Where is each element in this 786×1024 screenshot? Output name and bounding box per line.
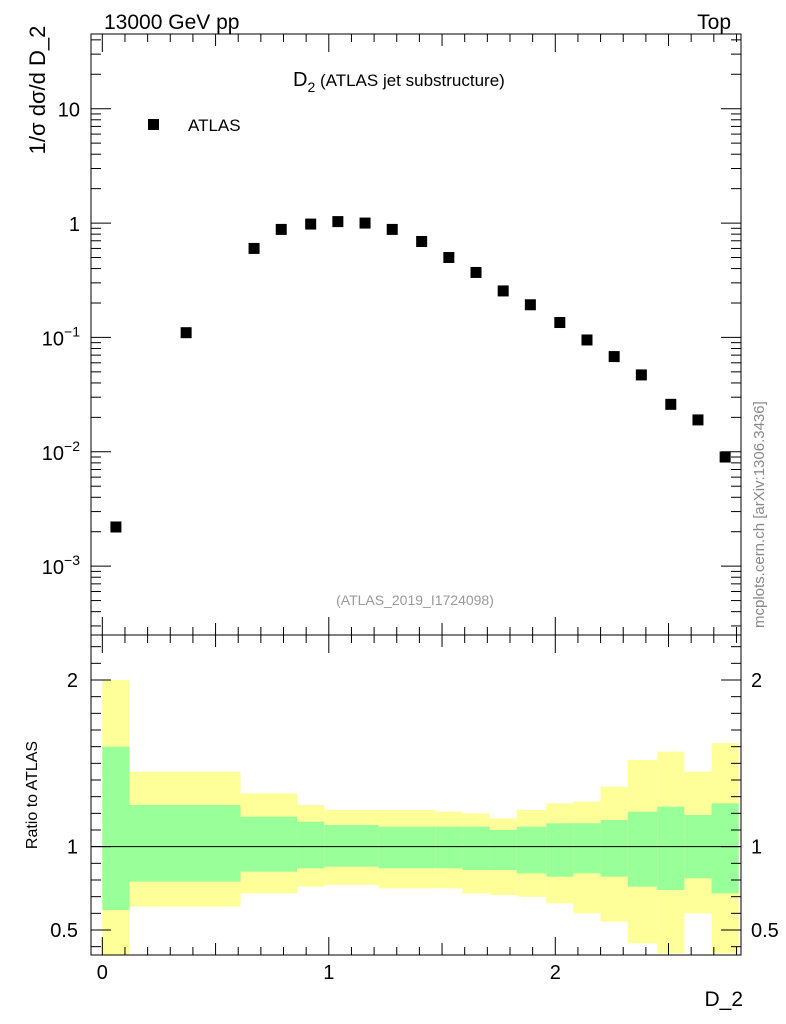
- data-point: [305, 218, 317, 230]
- ratio-inner-band: [516, 826, 547, 874]
- plot-title-suffix: (ATLAS jet substructure): [315, 71, 505, 90]
- data-point: [470, 266, 482, 278]
- ratio-bands: [102, 680, 739, 955]
- x-axis-label: D_2: [704, 988, 743, 1011]
- data-point: [359, 217, 371, 229]
- main-y-tick-label: 1: [69, 214, 80, 236]
- data-point: [180, 327, 192, 339]
- ratio-inner-band: [600, 820, 628, 877]
- main-y-axis-label-text: 1/σ dσ/d D_2: [25, 26, 50, 155]
- legend-marker: [148, 119, 159, 130]
- ratio-y-tick-label: 1: [67, 837, 78, 859]
- ratio-inner-band: [435, 826, 463, 869]
- mcplots-side-label: mcplots.cern.ch [arXiv:1306.3436]: [751, 401, 768, 628]
- data-point: [497, 285, 509, 297]
- ratio-inner-band: [378, 826, 436, 869]
- ratio-y-tick-label: 2: [67, 670, 78, 692]
- main-y-tick-labels: 10−3 10−2 10−1 1 10: [42, 100, 80, 579]
- main-y-tick-label: 10−1: [42, 323, 80, 350]
- ratio-y-tick-label: 0.5: [50, 920, 78, 942]
- ratio-y-tick-label-right: 2: [751, 670, 762, 692]
- data-point: [635, 369, 647, 381]
- data-point: [524, 299, 536, 311]
- legend: ATLAS: [148, 116, 241, 135]
- main-axis-ticks: [91, 34, 741, 635]
- ratio-inner-band: [546, 823, 574, 877]
- data-point: [275, 223, 287, 235]
- ratio-inner-band: [489, 830, 517, 870]
- x-tick-label: 1: [323, 962, 334, 984]
- main-y-tick-label: 10: [58, 100, 80, 122]
- data-point: [110, 521, 122, 533]
- data-point: [692, 414, 704, 426]
- legend-label: ATLAS: [188, 116, 241, 135]
- ratio-y-tick-label-right: 1: [751, 837, 762, 859]
- ratio-inner-band: [129, 805, 241, 882]
- data-point: [248, 242, 260, 254]
- ratio-y-tick-labels-right: 0.5 1 2: [751, 670, 779, 942]
- plot-title-main: D: [293, 69, 307, 91]
- ratio-y-axis-label: Ratio to ATLAS: [24, 741, 41, 849]
- main-y-axis-label: 1/σ dσ/d D_2: [25, 26, 50, 155]
- x-tick-labels: 0 1 2: [97, 962, 561, 984]
- data-point: [416, 235, 428, 247]
- header-left-label: 13000 GeV pp: [104, 11, 239, 34]
- data-point: [608, 351, 620, 363]
- ratio-y-tick-label-right: 0.5: [751, 920, 779, 942]
- ratio-plot-frame: [90, 634, 742, 956]
- analysis-id: (ATLAS_2019_I1724098): [336, 592, 494, 608]
- data-point: [386, 223, 398, 235]
- ratio-inner-band: [240, 816, 298, 872]
- main-y-tick-label: 10−2: [42, 438, 80, 465]
- data-point: [719, 451, 731, 463]
- x-tick-label: 2: [550, 962, 561, 984]
- plot-title-subscript: 2: [307, 79, 315, 95]
- main-data-points: [110, 216, 731, 533]
- main-y-tick-label: 10−3: [42, 552, 80, 579]
- data-point: [665, 398, 677, 410]
- x-tick-label: 0: [97, 962, 108, 984]
- ratio-panel: 0.5 1 2 0.5 1 2 0 1 2 Ratio to ATLAS D_2: [24, 634, 779, 1011]
- plot-title: D2 (ATLAS jet substructure): [293, 69, 505, 95]
- ratio-axis-ticks: [91, 635, 741, 955]
- data-point: [443, 251, 455, 263]
- main-panel: 10−3 10−2 10−1 1 10 D2 (ATLAS jet substructu…: [25, 26, 742, 636]
- ratio-inner-band: [573, 823, 601, 874]
- ratio-inner-band: [462, 826, 490, 870]
- ratio-inner-band: [711, 803, 739, 894]
- ratio-y-tick-labels: 0.5 1 2: [50, 670, 78, 942]
- ratio-inner-band: [102, 746, 130, 910]
- data-point: [581, 334, 593, 346]
- ratio-inner-band: [627, 811, 658, 887]
- data-point: [554, 317, 566, 329]
- ratio-inner-band: [297, 821, 325, 869]
- ratio-inner-band: [324, 825, 379, 867]
- data-point: [332, 216, 344, 228]
- header-right-label: Top: [697, 11, 731, 34]
- ratio-inner-band: [657, 806, 685, 890]
